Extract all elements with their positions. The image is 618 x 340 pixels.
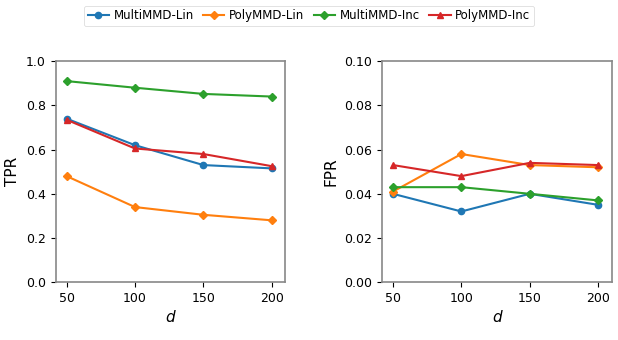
Y-axis label: FPR: FPR (324, 157, 339, 186)
PolyMMD-Lin (63, 174, 70, 178)
MultiMMD-Inc (268, 95, 276, 99)
MultiMMD-Inc (595, 199, 602, 203)
PolyMMD-Lin (131, 205, 138, 209)
X-axis label: d: d (492, 310, 502, 325)
PolyMMD-Inc (268, 164, 276, 168)
MultiMMD-Lin (389, 192, 397, 196)
MultiMMD-Lin (595, 203, 602, 207)
PolyMMD-Inc (526, 161, 533, 165)
Line: MultiMMD-Inc: MultiMMD-Inc (390, 184, 601, 204)
PolyMMD-Inc (389, 163, 397, 167)
MultiMMD-Lin (200, 163, 207, 167)
MultiMMD-Inc (200, 92, 207, 96)
Line: PolyMMD-Inc: PolyMMD-Inc (390, 160, 601, 179)
Line: MultiMMD-Inc: MultiMMD-Inc (64, 78, 275, 100)
MultiMMD-Inc (389, 185, 397, 189)
PolyMMD-Lin (268, 218, 276, 222)
MultiMMD-Inc (131, 86, 138, 90)
PolyMMD-Lin (457, 152, 465, 156)
MultiMMD-Lin (131, 143, 138, 147)
PolyMMD-Inc (131, 147, 138, 151)
Line: MultiMMD-Lin: MultiMMD-Lin (390, 191, 601, 215)
Line: PolyMMD-Lin: PolyMMD-Lin (390, 151, 601, 195)
MultiMMD-Lin (457, 209, 465, 214)
Line: MultiMMD-Lin: MultiMMD-Lin (64, 116, 275, 171)
MultiMMD-Inc (63, 79, 70, 83)
PolyMMD-Lin (200, 213, 207, 217)
MultiMMD-Lin (63, 117, 70, 121)
MultiMMD-Inc (457, 185, 465, 189)
PolyMMD-Inc (63, 118, 70, 122)
Line: PolyMMD-Lin: PolyMMD-Lin (64, 173, 275, 223)
X-axis label: d: d (166, 310, 176, 325)
PolyMMD-Lin (389, 189, 397, 193)
Y-axis label: TPR: TPR (6, 157, 20, 186)
PolyMMD-Lin (526, 163, 533, 167)
PolyMMD-Inc (595, 163, 602, 167)
MultiMMD-Lin (268, 166, 276, 170)
PolyMMD-Lin (595, 165, 602, 169)
MultiMMD-Inc (526, 192, 533, 196)
MultiMMD-Lin (526, 192, 533, 196)
Line: PolyMMD-Inc: PolyMMD-Inc (64, 117, 275, 169)
Legend: MultiMMD-Lin, PolyMMD-Lin, MultiMMD-Inc, PolyMMD-Inc: MultiMMD-Lin, PolyMMD-Lin, MultiMMD-Inc,… (84, 6, 534, 26)
PolyMMD-Inc (200, 152, 207, 156)
PolyMMD-Inc (457, 174, 465, 178)
